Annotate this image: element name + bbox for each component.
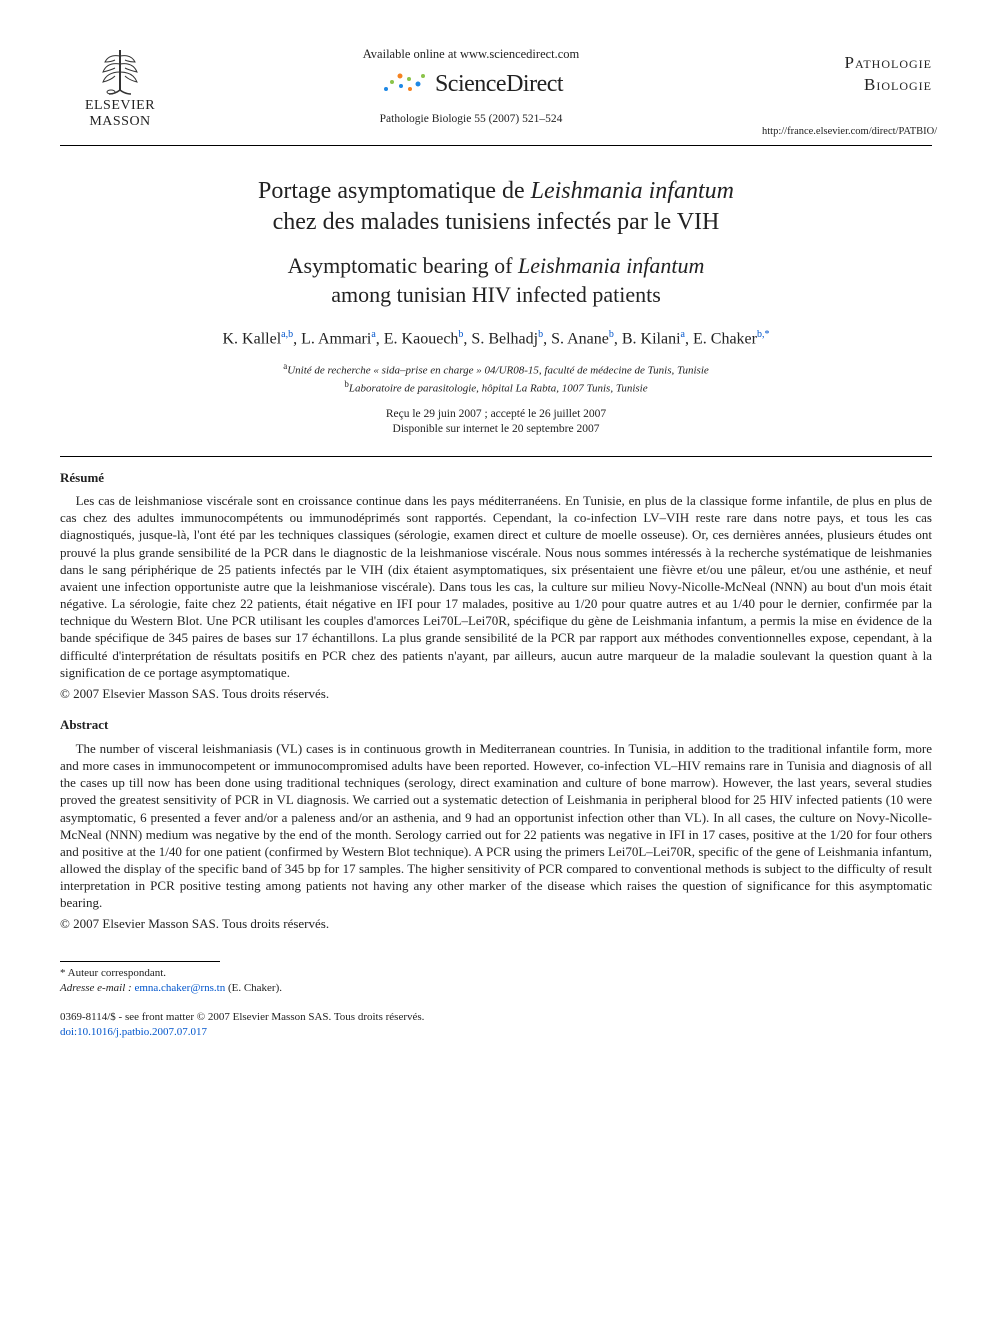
sciencedirect-logo: ScienceDirect — [180, 67, 762, 102]
center-header: Available online at www.sciencedirect.co… — [180, 40, 762, 128]
sciencedirect-wordmark: ScienceDirect — [435, 68, 563, 100]
journal-name-line2: Biologie — [762, 74, 932, 97]
author-7-affil: b,* — [757, 329, 770, 340]
footnote-rule — [60, 961, 220, 962]
header-rule — [60, 145, 932, 146]
abstract-heading: Abstract — [60, 716, 932, 734]
author-7: E. Chaker — [693, 330, 757, 347]
front-matter-line: 0369-8114/$ - see front matter © 2007 El… — [60, 1010, 932, 1025]
email-line: Adresse e-mail : emna.chaker@rns.tn (E. … — [60, 981, 932, 996]
title-fr-species: Leishmania infantum — [531, 178, 734, 204]
author-2: L. Ammari — [301, 330, 371, 347]
title-en-species: Leishmania infantum — [518, 253, 704, 278]
corresponding-author-note: * Auteur correspondant. — [60, 966, 932, 981]
author-6: B. Kilani — [622, 330, 681, 347]
abstract-body: The number of visceral leishmaniasis (VL… — [60, 740, 932, 912]
footnote-block: * Auteur correspondant. Adresse e-mail :… — [60, 966, 932, 996]
publisher-name: ELSEVIER MASSON — [85, 98, 155, 130]
publisher-line2: MASSON — [85, 114, 155, 130]
affiliations: aUnité de recherche « sida–prise en char… — [60, 360, 932, 397]
header-row: ELSEVIER MASSON Available online at www.… — [60, 40, 932, 139]
author-4: S. Belhadj — [471, 330, 538, 347]
publisher-logo: ELSEVIER MASSON — [60, 40, 180, 130]
author-1: K. Kallel — [223, 330, 282, 347]
date-online: Disponible sur internet le 20 septembre … — [60, 422, 932, 438]
title-en-part1: Asymptomatic bearing of — [288, 253, 518, 278]
title-fr-part1: Portage asymptomatique de — [258, 178, 531, 204]
author-3: E. Kaouech — [384, 330, 459, 347]
resume-body: Les cas de leishmaniose viscérale sont e… — [60, 492, 932, 681]
elsevier-tree-icon — [97, 46, 143, 96]
resume-copyright: © 2007 Elsevier Masson SAS. Tous droits … — [60, 685, 932, 703]
journal-name-line1: Pathologie — [762, 52, 932, 75]
title-block: Portage asymptomatique de Leishmania inf… — [60, 176, 932, 310]
resume-heading: Résumé — [60, 469, 932, 487]
available-online-line: Available online at www.sciencedirect.co… — [180, 46, 762, 63]
email-label: Adresse e-mail : — [60, 982, 132, 994]
date-received: Reçu le 29 juin 2007 ; accepté le 26 jui… — [60, 407, 932, 423]
author-1-affil: a,b — [281, 329, 293, 340]
title-english: Asymptomatic bearing of Leishmania infan… — [60, 252, 932, 309]
citation-line: Pathologie Biologie 55 (2007) 521–524 — [180, 112, 762, 128]
title-fr-line2: chez des malades tunisiens infectés par … — [273, 209, 720, 235]
bottom-meta: 0369-8114/$ - see front matter © 2007 El… — [60, 1010, 932, 1040]
doi-link[interactable]: doi:10.1016/j.patbio.2007.07.017 — [60, 1025, 932, 1040]
authors-line: K. Kallela,b, L. Ammaria, E. Kaouechb, S… — [60, 328, 932, 350]
author-5-affil: b — [609, 329, 614, 340]
email-link[interactable]: emna.chaker@rns.tn — [134, 982, 225, 994]
abstract-copyright: © 2007 Elsevier Masson SAS. Tous droits … — [60, 915, 932, 933]
author-4-affil: b — [538, 329, 543, 340]
author-6-affil: a — [681, 329, 685, 340]
publisher-line1: ELSEVIER — [85, 98, 155, 114]
corresponding-asterisk: * — [764, 329, 769, 340]
sciencedirect-dots-icon — [379, 67, 429, 102]
affiliation-a: aUnité de recherche « sida–prise en char… — [60, 360, 932, 379]
abstract-top-rule — [60, 456, 932, 457]
affiliation-b: bLaboratoire de parasitologie, hôpital L… — [60, 378, 932, 397]
author-5: S. Anane — [551, 330, 609, 347]
title-french: Portage asymptomatique de Leishmania inf… — [60, 176, 932, 238]
journal-brand: Pathologie Biologie http://france.elsevi… — [762, 40, 932, 139]
email-owner: (E. Chaker). — [225, 982, 282, 994]
dates-block: Reçu le 29 juin 2007 ; accepté le 26 jui… — [60, 407, 932, 438]
author-3-affil: b — [458, 329, 463, 340]
author-2-affil: a — [371, 329, 375, 340]
title-en-line2: among tunisian HIV infected patients — [331, 282, 661, 307]
journal-url: http://france.elsevier.com/direct/PATBIO… — [762, 125, 932, 139]
